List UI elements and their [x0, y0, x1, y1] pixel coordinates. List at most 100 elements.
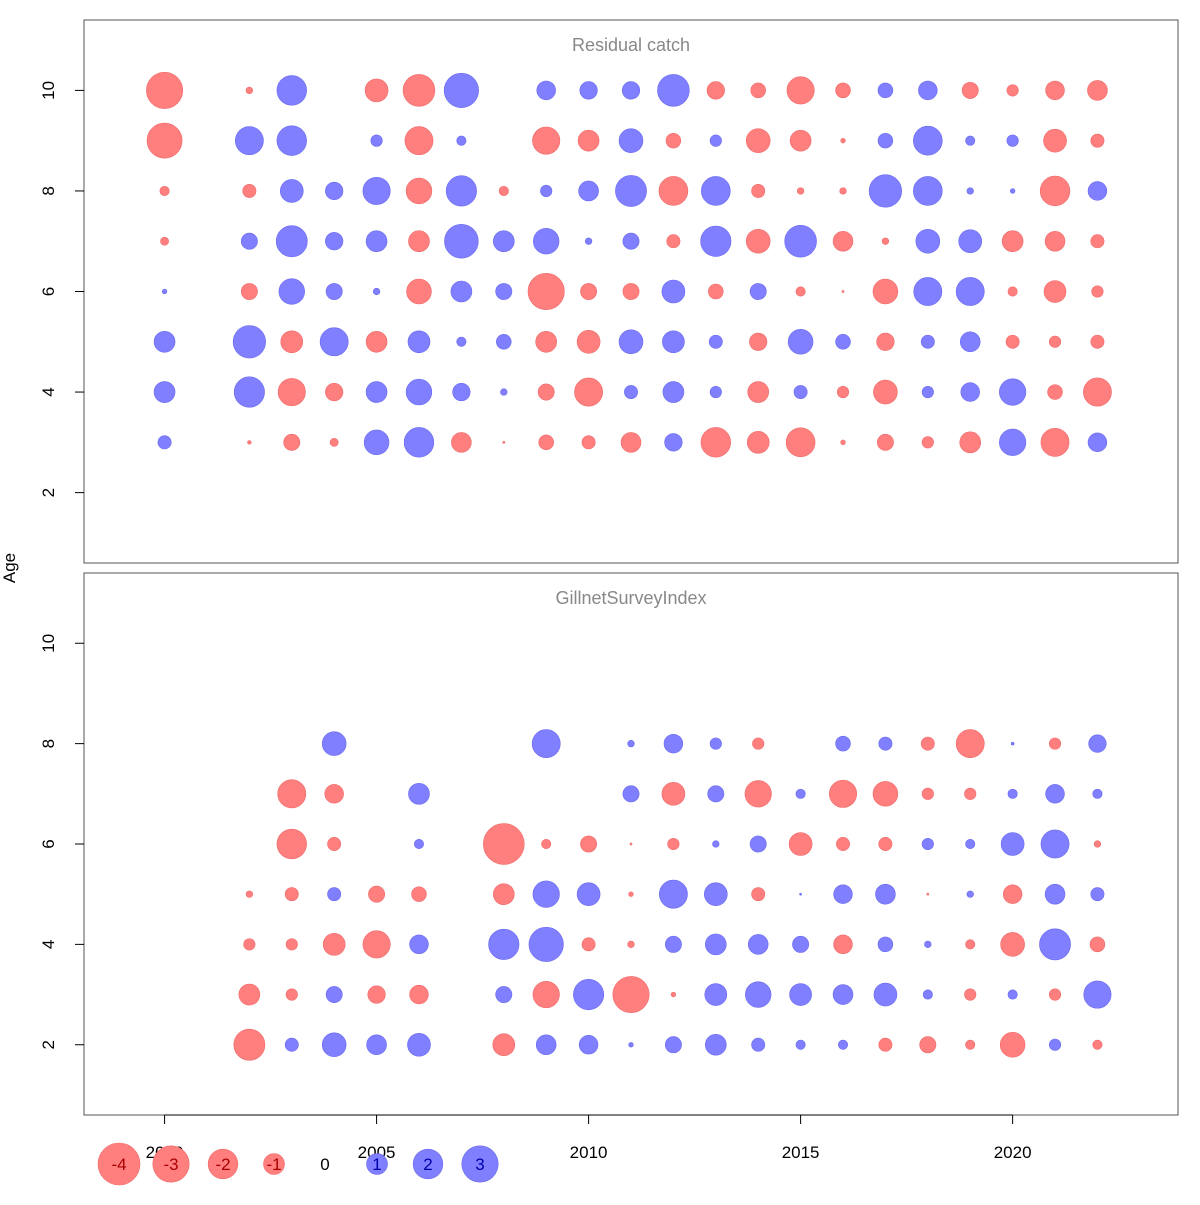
x-tick-label: 2010 [570, 1143, 608, 1162]
bubble-age2-2010 [578, 1035, 599, 1055]
bubble-age7-2013 [707, 785, 725, 803]
bubble-age7-2020 [1007, 788, 1018, 799]
bubble-age4-2004 [322, 933, 346, 956]
bubble-age3-2021 [1040, 427, 1070, 457]
bubble-age2-2013 [705, 1033, 727, 1056]
bubble-age6-2013 [708, 283, 724, 300]
bubble-age8-2020 [1009, 188, 1016, 194]
bubble-age5-2006 [407, 330, 431, 354]
bubble-age5-2002 [245, 890, 253, 898]
bubble-age5-2018 [920, 334, 935, 349]
bubble-age2-2003 [284, 1037, 299, 1052]
y-tick-label: 8 [39, 186, 58, 195]
bubble-age2-2021 [1048, 1038, 1062, 1051]
bubble-age10-2006 [402, 74, 436, 107]
legend-label: 1 [372, 1155, 381, 1174]
bubble-age3-2008 [495, 986, 513, 1003]
bubble-age8-2005 [362, 176, 391, 205]
bubble-age6-2014 [749, 835, 767, 853]
bubble-age6-2022 [1093, 840, 1102, 848]
bubble-age2-2002 [233, 1028, 266, 1061]
bubble-age3-2010 [573, 979, 605, 1011]
bubble-age7-2017 [881, 237, 890, 245]
bubble-age7-2009 [533, 228, 560, 255]
bubble-age10-2016 [835, 82, 851, 99]
bubble-age3-2000 [157, 435, 172, 450]
bubble-age7-2008 [492, 230, 515, 253]
bubble-age2-2022 [1092, 1039, 1103, 1050]
bubble-age10-2013 [706, 81, 725, 100]
bubble-age4-2020 [1000, 932, 1025, 957]
bubble-age3-2005 [367, 985, 386, 1004]
bubble-age6-2006 [406, 278, 432, 305]
bubble-age8-2017 [868, 174, 902, 208]
bubble-age9-2003 [276, 125, 307, 156]
bubble-age10-2007 [443, 72, 479, 108]
bubble-age7-2015 [784, 224, 817, 258]
bubble-age7-2012 [661, 782, 686, 806]
bubble-age5-2011 [628, 891, 634, 897]
bubble-age5-2004 [319, 327, 349, 357]
bubble-age6-2005 [372, 287, 381, 296]
bubble-age5-2012 [662, 330, 685, 354]
y-tick-label: 4 [39, 387, 58, 396]
bubble-age9-2012 [665, 132, 682, 149]
bubble-age3-2003 [283, 433, 301, 451]
bubble-age10-2019 [961, 81, 979, 99]
bubble-age3-2015 [789, 983, 812, 1006]
bubble-age8-2022 [1087, 181, 1108, 201]
bubble-age4-2005 [362, 930, 391, 959]
bubble-age8-2006 [405, 177, 433, 205]
y-tick-label: 10 [39, 81, 58, 100]
bubble-age9-2002 [234, 126, 264, 156]
bubble-age7-2018 [921, 787, 934, 800]
panel-title: Residual catch [572, 35, 690, 55]
bubble-age8-2021 [1039, 175, 1071, 207]
bubble-age9-2018 [913, 125, 943, 156]
bubble-age7-2020 [1001, 230, 1024, 253]
bubble-age8-2004 [321, 731, 347, 756]
bubble-age3-2005 [363, 429, 390, 456]
bubble-age3-2013 [704, 983, 728, 1006]
legend-bubble [263, 1153, 285, 1175]
bubble-age4-2019 [965, 939, 976, 950]
bubble-age4-2022 [1083, 377, 1112, 407]
bubble-age5-2004 [327, 887, 342, 902]
bubble-age4-2007 [452, 382, 471, 402]
bubble-age5-2005 [368, 885, 386, 903]
bubble-age3-2002 [247, 440, 252, 445]
bubble-age10-2015 [786, 76, 815, 105]
bubble-age9-2014 [745, 128, 771, 153]
bubble-age8-2019 [966, 187, 974, 195]
legend-bubble [152, 1145, 190, 1183]
bubble-age3-2009 [532, 980, 560, 1009]
bubble-age3-2008 [502, 440, 506, 444]
bubble-age6-2003 [278, 278, 305, 305]
legend-bubble [97, 1142, 141, 1186]
bubble-age7-2006 [408, 783, 430, 805]
bubble-age7-2012 [666, 234, 681, 249]
bubble-age3-2006 [403, 427, 435, 458]
bubble-age3-2020 [1007, 989, 1018, 1000]
bubble-age4-2006 [409, 934, 429, 955]
bubble-age6-2008 [495, 283, 513, 300]
x-tick-label: 2015 [782, 1143, 820, 1162]
bubble-age7-2011 [622, 232, 640, 250]
bubble-age10-2005 [364, 78, 389, 103]
bubble-age6-2017 [878, 837, 893, 851]
bubble-age6-2021 [1043, 280, 1067, 303]
bubble-age8-2018 [920, 736, 935, 751]
bubble-age6-2000 [161, 288, 168, 295]
bubble-age6-2012 [667, 837, 680, 851]
bubble-age5-2014 [749, 332, 768, 351]
bubble-age3-2011 [612, 976, 650, 1014]
bubble-age7-2021 [1044, 230, 1066, 252]
bubble-age7-2019 [958, 229, 983, 254]
bubble-age3-2002 [238, 983, 261, 1006]
bubble-age7-2019 [964, 787, 977, 800]
bubble-age5-2008 [496, 334, 512, 350]
bubble-age8-2002 [242, 184, 257, 198]
bubble-age5-2018 [926, 892, 930, 896]
bubble-age7-2003 [275, 225, 308, 258]
bubble-age3-2017 [876, 433, 894, 451]
